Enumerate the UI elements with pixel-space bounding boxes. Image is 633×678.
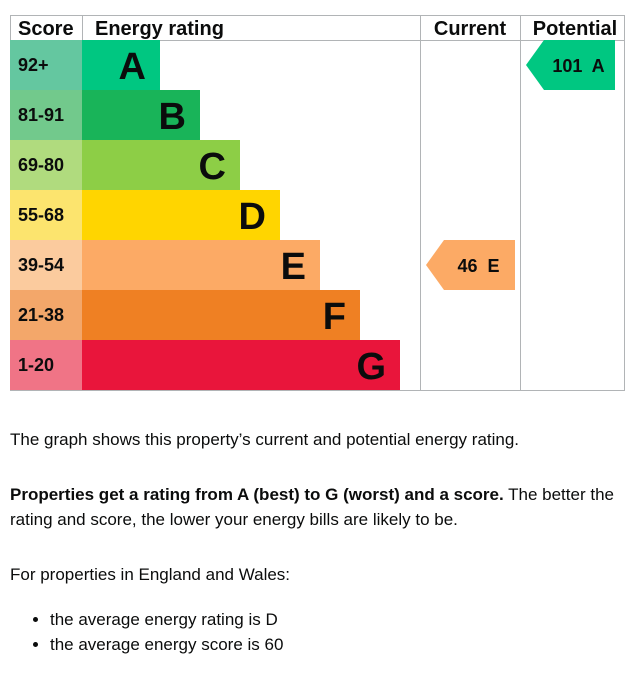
band-letter-d: D (239, 196, 266, 238)
rating-explanation-rest: The better the rating and score, the low… (10, 485, 614, 529)
score-cell-a (10, 40, 82, 90)
band-bar-g (82, 340, 400, 390)
score-cell-e (10, 240, 82, 290)
header-potential: Potential (533, 18, 617, 40)
current-rating-arrow (426, 240, 515, 290)
average-rating-item: the average energy rating is D (50, 607, 283, 632)
score-label-b: 81-91 (18, 105, 64, 125)
average-list: the average energy rating is D the avera… (10, 607, 283, 657)
band-letter-g: G (356, 346, 386, 388)
band-bar-d (82, 190, 280, 240)
potential-rating-label: 101 A (552, 56, 604, 76)
band-bar-c (82, 140, 240, 190)
band-bar-b (82, 90, 200, 140)
energy-rating-chart: Score Energy rating Current Potential 92… (10, 15, 625, 391)
score-label-e: 39-54 (18, 255, 64, 275)
score-cell-b (10, 90, 82, 140)
current-rating-label: 46 E (457, 256, 499, 276)
band-letter-b: B (159, 96, 186, 138)
score-cell-g (10, 340, 82, 390)
rating-explanation-bold: Properties get a rating from A (best) to… (10, 485, 504, 504)
header-score: Score (18, 18, 74, 40)
score-cell-d (10, 190, 82, 240)
score-label-c: 69-80 (18, 155, 64, 175)
score-label-f: 21-38 (18, 305, 64, 325)
score-label-d: 55-68 (18, 205, 64, 225)
score-label-g: 1-20 (18, 355, 54, 375)
rating-bands: 92+ A 81-91 B 69-80 C 55-68 D 39-54 E 21-38 F 1-20 G (10, 40, 400, 390)
band-bar-e (82, 240, 320, 290)
band-letter-a: A (119, 46, 146, 88)
average-score-item: the average energy score is 60 (50, 632, 283, 657)
rating-explanation: Properties get a rating from A (best) to… (10, 482, 625, 532)
band-letter-e: E (281, 246, 306, 288)
potential-rating-arrow (526, 40, 615, 90)
band-bar-f (82, 290, 360, 340)
band-bar-a (82, 40, 160, 90)
score-cell-c (10, 140, 82, 190)
band-letter-c: C (199, 146, 226, 188)
header-current: Current (434, 18, 507, 40)
score-cell-f (10, 290, 82, 340)
chart-description: The graph shows this property’s current … (10, 430, 520, 449)
score-label-a: 92+ (18, 55, 49, 75)
region-note: For properties in England and Wales: (10, 565, 291, 584)
rating-markers: 46 E 101 A (426, 40, 615, 290)
header-energy-rating: Energy rating (95, 18, 224, 40)
band-letter-f: F (323, 296, 346, 338)
